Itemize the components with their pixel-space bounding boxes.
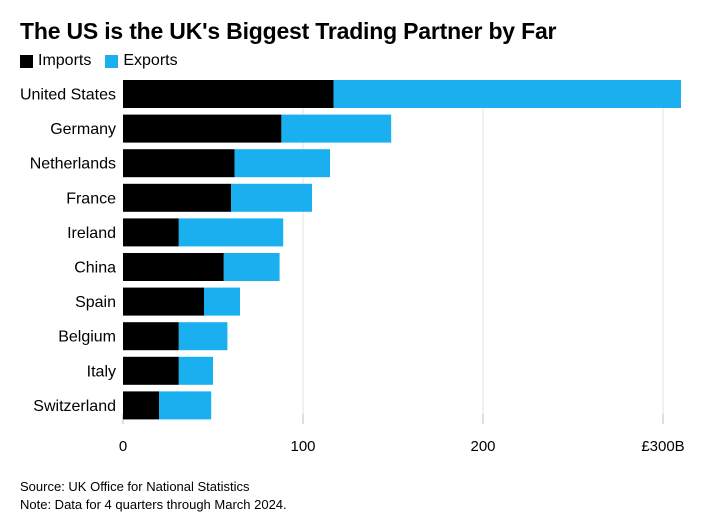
exports-bar (223, 253, 280, 281)
exports-bar (204, 287, 240, 316)
imports-bar (123, 287, 204, 316)
imports-bar (123, 80, 334, 108)
x-tick-label: 0 (119, 438, 127, 455)
exports-bar (178, 356, 213, 385)
source-note: Source: UK Office for National Statistic… (20, 479, 250, 494)
exports-bar (231, 183, 312, 212)
imports-bar (123, 114, 282, 143)
exports-bar (178, 218, 284, 247)
category-label: Ireland (67, 225, 116, 242)
x-tick-label: 100 (290, 438, 315, 455)
category-label: Switzerland (33, 398, 116, 415)
category-label: Netherlands (30, 156, 116, 173)
bar-chart: 0 100 200 £300B United States Germany Netherla… (20, 80, 685, 455)
imports-bar (123, 322, 179, 351)
imports-bar (123, 149, 235, 178)
imports-bar (123, 253, 224, 281)
legend-item-imports: Imports (20, 52, 91, 70)
imports-bar (123, 356, 179, 385)
imports-swatch (20, 54, 33, 68)
x-tick-label: 200 (470, 438, 495, 455)
legend-label-imports: Imports (38, 52, 92, 69)
exports-swatch (105, 54, 119, 68)
exports-bar (178, 322, 228, 351)
exports-bar (234, 149, 330, 178)
category-label: United States (20, 87, 116, 104)
data-note: Note: Data for 4 quarters through March … (20, 497, 287, 512)
category-label: China (74, 260, 116, 277)
imports-bar (123, 183, 231, 212)
category-label: France (66, 190, 116, 207)
footer: Source: UK Office for National Statistic… (20, 478, 287, 514)
category-label: Germany (50, 121, 116, 138)
category-label: Italy (87, 363, 116, 380)
chart-title: The US is the UK's Biggest Trading Partn… (20, 18, 557, 44)
exports-bar (159, 391, 212, 420)
imports-bar (123, 218, 179, 247)
category-label: Spain (75, 294, 116, 311)
imports-bar (123, 391, 159, 420)
exports-bar (281, 114, 392, 143)
legend-item-exports: Exports (105, 52, 178, 70)
exports-bar (333, 80, 681, 108)
x-tick-label: £300B (641, 438, 684, 455)
legend: Imports Exports (20, 52, 192, 70)
legend-label-exports: Exports (123, 52, 178, 69)
category-label: Belgium (58, 329, 116, 346)
